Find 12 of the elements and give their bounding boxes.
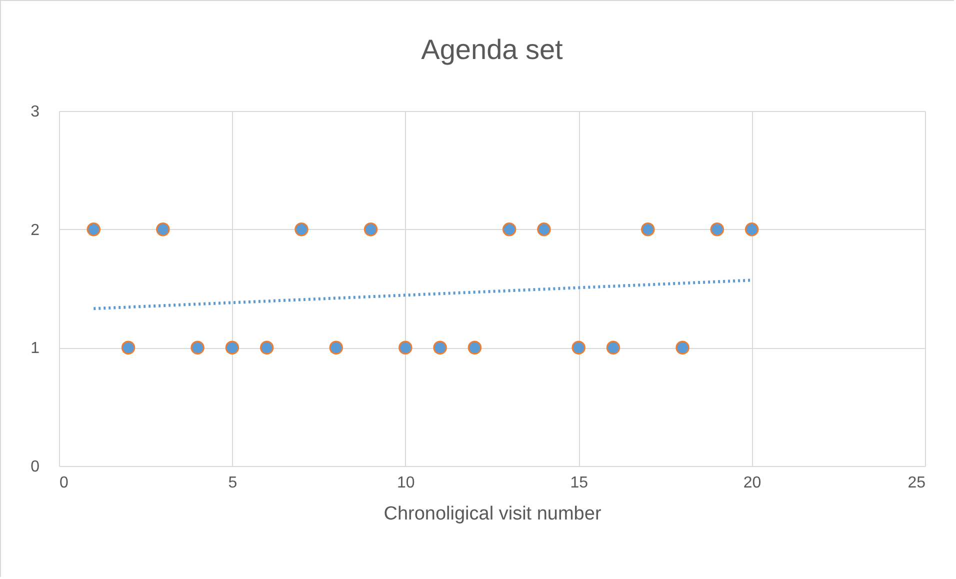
chart-title: Agenda set xyxy=(421,34,564,65)
x-tick-label: 5 xyxy=(228,474,238,492)
x-tick-label: 20 xyxy=(743,474,762,492)
x-tick-label: 0 xyxy=(60,474,68,492)
y-tick-label: 3 xyxy=(30,104,40,120)
y-tick-label: 1 xyxy=(30,340,40,358)
y-tick-label: 0 xyxy=(30,458,40,476)
x-tick-label: 15 xyxy=(570,474,588,492)
x-axis-title: Chronoligical visit number xyxy=(384,504,602,524)
x-tick-label: 25 xyxy=(908,474,926,492)
y-tick-label: 2 xyxy=(30,222,40,239)
x-tick-label: 10 xyxy=(397,474,415,492)
